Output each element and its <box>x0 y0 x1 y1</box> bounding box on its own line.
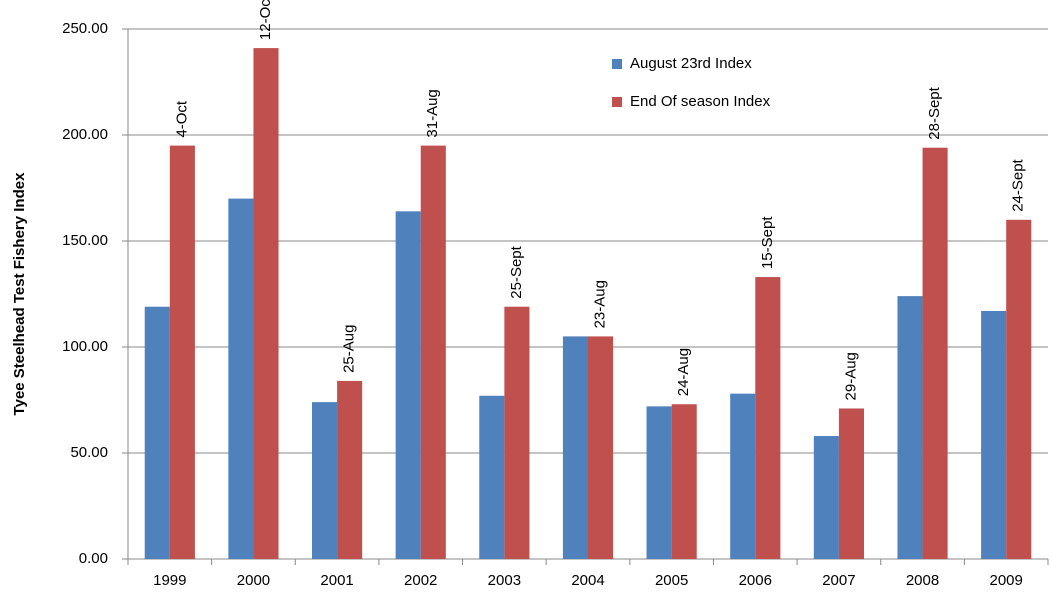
x-tick-label: 2001 <box>320 572 353 589</box>
bar <box>420 145 446 559</box>
bar <box>813 436 839 559</box>
annotation: 4-Oct <box>173 100 190 138</box>
y-axis-label: Tyee Steelhead Test Fishery Index <box>11 172 28 416</box>
bar <box>755 277 781 559</box>
legend-swatch <box>612 59 622 69</box>
y-tick-label: 50.00 <box>70 444 108 461</box>
bar <box>562 336 588 559</box>
x-tick-label: 2006 <box>739 572 772 589</box>
bar <box>395 211 421 559</box>
annotation: 25-Sept <box>508 245 525 298</box>
legend-swatch <box>612 97 622 107</box>
x-tick-label: 1999 <box>153 572 186 589</box>
bar <box>479 395 505 559</box>
annotation: 15-Sept <box>759 216 776 269</box>
x-tick-label: 2003 <box>488 572 521 589</box>
y-tick-label: 100.00 <box>62 338 108 355</box>
x-tick-label: 2007 <box>822 572 855 589</box>
annotation: 29-Aug <box>842 352 859 400</box>
x-tick-label: 2000 <box>237 572 270 589</box>
y-tick-label: 200.00 <box>62 126 108 143</box>
bar <box>337 380 363 559</box>
annotation: 31-Aug <box>424 89 441 137</box>
bar <box>253 48 279 559</box>
bar <box>588 336 614 559</box>
x-tick-label: 2009 <box>989 572 1022 589</box>
bar <box>169 145 195 559</box>
annotation: 24-Sept <box>1010 158 1027 211</box>
legend-label: August 23rd Index <box>630 55 752 72</box>
bar <box>312 402 338 559</box>
y-tick-label: 0.00 <box>79 550 108 567</box>
bar <box>671 404 697 559</box>
x-tick-label: 2002 <box>404 572 437 589</box>
bar <box>646 406 672 559</box>
y-tick-label: 250.00 <box>62 20 108 37</box>
bar <box>228 198 254 559</box>
bar <box>838 408 864 559</box>
bar <box>981 310 1007 559</box>
y-tick-label: 150.00 <box>62 232 108 249</box>
bar <box>730 393 756 559</box>
annotation: 12-Oct <box>257 0 274 40</box>
legend-label: End Of season Index <box>630 93 771 110</box>
x-tick-label: 2005 <box>655 572 688 589</box>
annotation: 28-Sept <box>926 86 943 139</box>
annotation: 24-Aug <box>675 348 692 396</box>
bar <box>504 306 530 559</box>
bar <box>144 306 170 559</box>
annotation: 23-Aug <box>592 280 609 328</box>
annotation: 25-Aug <box>341 325 358 373</box>
bar <box>922 147 948 559</box>
bar <box>897 296 923 559</box>
bar <box>1006 219 1032 560</box>
x-tick-label: 2004 <box>571 572 604 589</box>
x-tick-label: 2008 <box>906 572 939 589</box>
